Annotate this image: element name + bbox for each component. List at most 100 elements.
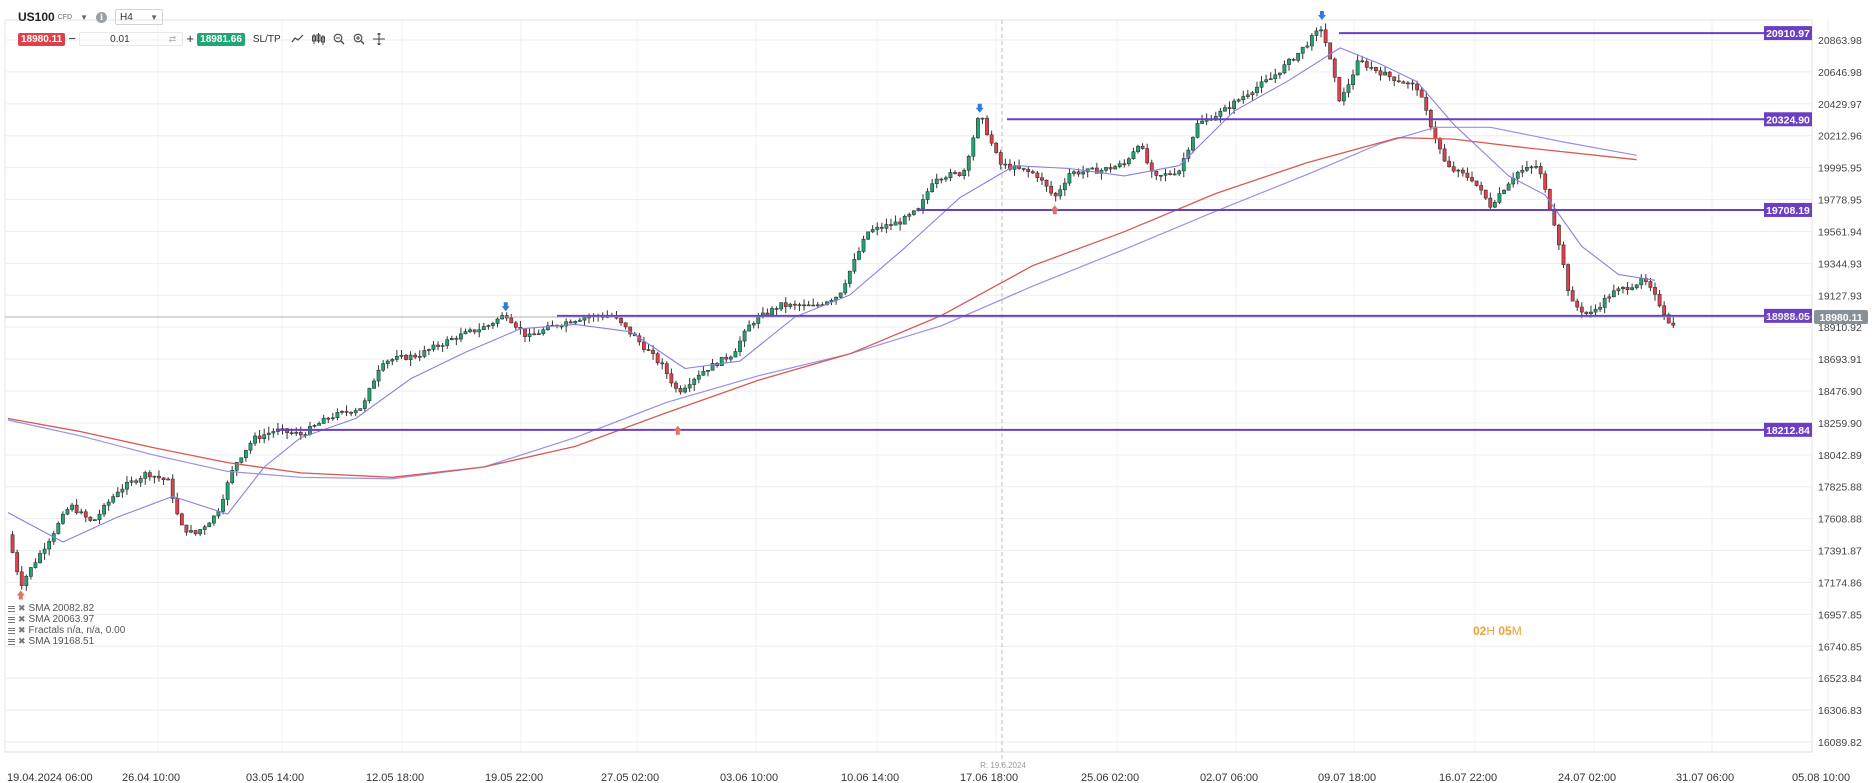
candle-bullish (1177, 170, 1182, 175)
sl-tp-button[interactable]: SL/TP (252, 33, 281, 45)
candle-bearish (953, 172, 957, 174)
candle-bullish (1630, 287, 1635, 291)
candle-bullish (1277, 72, 1282, 76)
legend-item[interactable]: ✖ Fractals n/a, n/a, 0.00 (8, 625, 125, 636)
legend-label: SMA 20063.97 (28, 614, 95, 625)
candle-bullish (440, 345, 445, 347)
candle-bullish (1255, 86, 1259, 93)
candle-bullish (1218, 110, 1223, 117)
fractal-down-arrow-icon (673, 425, 682, 435)
candle-bullish (340, 411, 344, 413)
candle-bearish (1026, 168, 1031, 172)
indicators-icon[interactable] (311, 33, 325, 45)
legend-label: SMA 20082.82 (28, 603, 95, 614)
candle-bullish (335, 412, 340, 419)
price-tick-label: 16740.85 (1818, 641, 1862, 653)
candle-bearish (1566, 264, 1570, 291)
candle-bullish (1113, 166, 1118, 170)
candle-bullish (79, 511, 84, 514)
candle-bearish (774, 308, 779, 310)
close-icon[interactable]: ✖ (18, 636, 26, 646)
volume-increase-button[interactable]: + (186, 31, 194, 46)
line-chart-icon[interactable] (291, 34, 304, 44)
list-icon[interactable] (8, 627, 15, 634)
candle-bearish (289, 432, 294, 434)
legend-label: SMA 19168.51 (28, 636, 95, 647)
symbol-dropdown-icon[interactable]: ▼ (80, 12, 89, 22)
list-icon[interactable] (8, 638, 15, 645)
candle-bullish (1259, 81, 1264, 88)
volume-input[interactable]: 0.01 ⇄ (79, 32, 184, 46)
candle-bearish (1168, 173, 1172, 175)
timer-minutes: 05 (1498, 624, 1512, 638)
zoom-out-icon[interactable] (333, 33, 345, 45)
candle-bearish (1044, 179, 1049, 187)
info-icon[interactable]: i (96, 11, 108, 23)
time-tick-label: 16.07 22:00 (1439, 772, 1497, 783)
candle-bullish (692, 378, 697, 385)
candle-bullish (857, 251, 861, 260)
legend-item[interactable]: ✖ SMA 19168.51 (8, 636, 125, 647)
buy-button[interactable]: 18981.66 (197, 32, 245, 46)
volume-decrease-button[interactable]: − (68, 31, 76, 46)
swap-icon[interactable]: ⇄ (168, 33, 177, 44)
sell-button[interactable]: 18980.11 (18, 32, 66, 46)
candle-bullish (706, 369, 710, 372)
candle-bearish (161, 477, 166, 480)
candle-bullish (1529, 166, 1534, 169)
candle-bearish (806, 304, 811, 307)
current-price-tag (1814, 310, 1868, 325)
candle-bearish (1387, 71, 1392, 78)
price-tick-label: 20863.98 (1818, 35, 1862, 47)
legend-item[interactable]: ✖ SMA 20082.82 (8, 603, 125, 614)
candle-bullish (930, 183, 935, 192)
level-price-label: 18212.84 (1766, 425, 1810, 437)
candle-bullish (980, 117, 985, 120)
symbol-name[interactable]: US100 (18, 10, 55, 24)
candle-bearish (655, 353, 660, 364)
candle-bullish (971, 137, 976, 157)
crosshair-icon[interactable] (372, 33, 385, 45)
candle-bearish (1552, 208, 1557, 226)
candle-bullish (719, 356, 724, 366)
candle-bullish (1506, 183, 1511, 191)
candle-bullish (211, 515, 216, 524)
candle-bearish (1465, 172, 1470, 178)
candle-bearish (1666, 314, 1671, 324)
candle-bearish (472, 329, 477, 333)
list-icon[interactable] (8, 605, 15, 612)
time-tick-label: 12.05 18:00 (366, 772, 424, 783)
candle-bullish (738, 340, 742, 352)
close-icon[interactable]: ✖ (18, 614, 26, 624)
candle-bearish (792, 303, 797, 306)
candle-bearish (1140, 145, 1145, 149)
horizontal-levels: 20910.9720324.9019708.1918988.0518212.84… (5, 26, 1868, 437)
legend-item[interactable]: ✖ SMA 20063.97 (8, 614, 125, 625)
candle-bullish (683, 387, 688, 393)
candle-bullish (102, 504, 106, 515)
candle-bullish (921, 199, 925, 209)
candle-bullish (962, 169, 967, 176)
candle-bullish (491, 323, 495, 326)
close-icon[interactable]: ✖ (18, 625, 26, 635)
candle-bullish (1200, 120, 1204, 124)
price-tick-label: 18042.89 (1818, 450, 1862, 462)
candle-bullish (445, 339, 450, 346)
candle-bullish (1639, 278, 1644, 286)
candle-bullish (38, 553, 42, 563)
candle-bullish (527, 333, 532, 337)
price-tick-label: 18910.92 (1818, 322, 1862, 334)
close-icon[interactable]: ✖ (18, 603, 26, 613)
list-icon[interactable] (8, 616, 15, 623)
candle-bearish (669, 373, 674, 384)
candle-bullish (33, 562, 38, 568)
zoom-in-icon[interactable] (353, 33, 365, 45)
level-price-label: 19708.19 (1766, 205, 1810, 217)
legend-label: Fractals n/a, n/a, 0.00 (28, 625, 126, 636)
candle-bullish (582, 317, 587, 321)
candle-bearish (1401, 81, 1406, 84)
candle-bearish (1396, 80, 1401, 83)
candle-bullish (207, 522, 212, 528)
timeframe-select[interactable]: H4 ▼ (115, 9, 164, 25)
